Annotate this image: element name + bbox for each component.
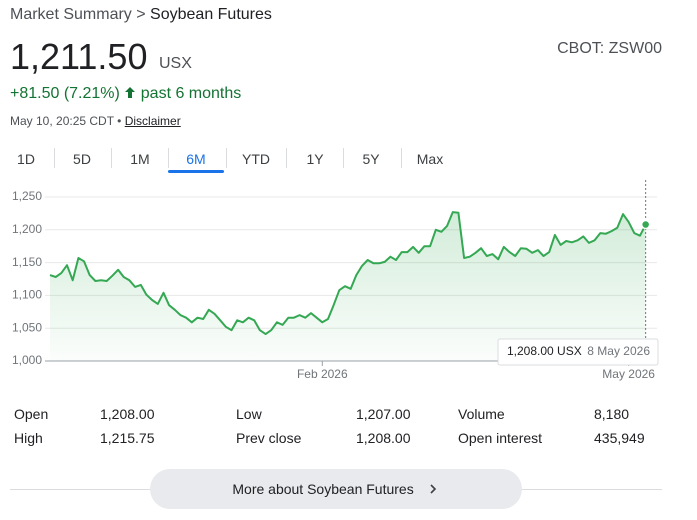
- stat-label: High: [14, 430, 43, 446]
- tab-separator: [285, 148, 287, 168]
- stat-label: Open interest: [458, 430, 543, 446]
- change: +81.50 (7.21%): [10, 85, 120, 102]
- y-tick-label: 1,000: [12, 353, 42, 367]
- tab-separator: [111, 148, 112, 168]
- hover-point: [640, 219, 651, 230]
- stat-value: 1,208.00: [356, 430, 411, 446]
- active-tab-indicator: [168, 170, 224, 173]
- up-arrow-icon: [125, 87, 136, 98]
- stat-value: 1,207.00: [356, 406, 411, 422]
- button-label: More about Soybean Futures: [232, 481, 414, 497]
- y-tick-label: 1,100: [12, 288, 42, 302]
- tab-separator: [400, 148, 402, 168]
- range-tab[interactable]: 5Y: [362, 151, 380, 167]
- range-tab[interactable]: YTD: [242, 151, 270, 167]
- x-tick-label: Feb 2026: [297, 367, 348, 381]
- tab-separator: [168, 148, 169, 168]
- price-unit: USX: [159, 55, 192, 72]
- more-about-button[interactable]: More about Soybean Futures: [150, 469, 522, 509]
- range-tab[interactable]: 6M: [186, 151, 206, 167]
- breadcrumb-current: Soybean Futures: [150, 6, 272, 23]
- tooltip-box: [497, 338, 659, 366]
- timestamp-row: May 10, 20:25 CDT • Disclaimer: [10, 114, 181, 128]
- x-tick-label: May 2026: [602, 367, 655, 381]
- disclaimer-link[interactable]: Disclaimer: [124, 114, 181, 128]
- stat-value: 1,215.75: [100, 430, 155, 446]
- range-tab[interactable]: 1Y: [306, 151, 324, 167]
- tab-separator: [54, 148, 55, 168]
- price-line: [49, 211, 647, 336]
- y-tick-label: 1,150: [12, 255, 42, 269]
- bullet: •: [117, 114, 122, 128]
- breadcrumb-separator: >: [136, 6, 146, 23]
- price: 1,211.50: [10, 36, 148, 77]
- exchange-code: CBOT: ZSW00: [557, 40, 662, 57]
- tab-separator: [343, 148, 344, 168]
- y-tick-label: 1,200: [12, 222, 42, 236]
- area-fill: [50, 212, 646, 361]
- breadcrumb: Market Summary > Soybean Futures: [10, 6, 272, 24]
- stat-label: Volume: [458, 406, 505, 422]
- timestamp: May 10, 20:25 CDT: [10, 114, 114, 128]
- change-row: +81.50 (7.21%) past 6 months: [10, 85, 241, 103]
- range-tab[interactable]: Max: [416, 151, 444, 167]
- range-tab[interactable]: 1D: [17, 151, 35, 167]
- stat-value: 8,180: [594, 406, 630, 422]
- breadcrumb-link[interactable]: Market Summary: [10, 6, 132, 23]
- stat-value: 1,208.00: [100, 406, 155, 422]
- range-tab[interactable]: 1M: [130, 151, 150, 167]
- y-tick-label: 1,050: [12, 320, 42, 334]
- stat-label: Low: [236, 406, 262, 422]
- y-tick-label: 1,250: [12, 189, 42, 203]
- price-chart: 1,000 1,050 1,100 1,150 1,200 1,250 Feb 2026 Ma…: [12, 180, 659, 381]
- stat-value: 435,949: [594, 430, 645, 446]
- tooltip-date: 8 May 2026: [587, 344, 650, 358]
- chevron-icon: [430, 484, 436, 494]
- stat-label: Prev close: [236, 430, 302, 446]
- tooltip-value: 1,208.00 USX: [507, 344, 582, 358]
- stat-label: Open: [14, 406, 49, 422]
- tab-separator: [226, 148, 227, 168]
- change-period: past 6 months: [140, 85, 242, 102]
- range-tab[interactable]: 5D: [73, 151, 91, 167]
